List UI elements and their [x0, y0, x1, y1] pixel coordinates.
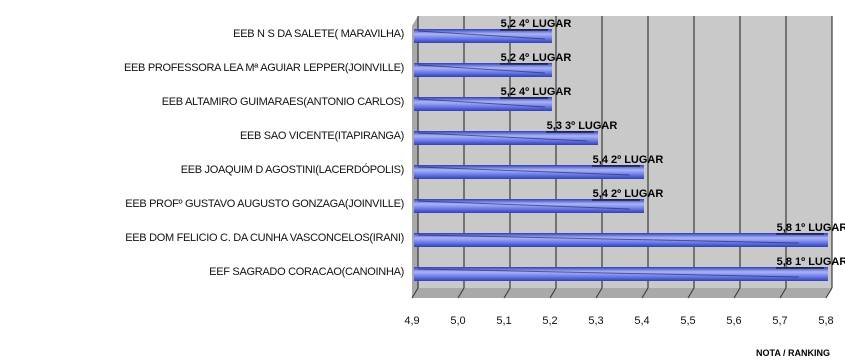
- x-tick-label: 5,5: [680, 315, 695, 327]
- data-labels: 5,2 4º LUGAR 5,2 4º LUGAR 5,2 4º LUGAR 5,3 …: [500, 18, 845, 269]
- category-label: EEB DOM FELICIO C. DA CUNHA VASCONCELOS(…: [125, 232, 404, 244]
- x-axis-title: NOTA / RANKING: [756, 348, 830, 358]
- plot-area: [418, 16, 832, 288]
- category-label: EEB PROFESSORA LEA Mª AGUIAR LEPPER(JOIN…: [124, 62, 404, 74]
- bar: [414, 267, 828, 281]
- bar-streak: [417, 200, 630, 210]
- category-label: EEF SAGRADO CORACAO(CANOINHA): [209, 266, 404, 278]
- bar-streak: [417, 268, 799, 278]
- tick-mark: [779, 287, 787, 299]
- x-tick-label: 5,4: [634, 315, 649, 327]
- x-tick-label: 5,8: [818, 315, 833, 327]
- bar-streak: [417, 166, 630, 176]
- tick-mark: [457, 287, 465, 299]
- tick-mark: [411, 287, 419, 299]
- tick-mark: [641, 287, 649, 299]
- bar: [414, 165, 644, 179]
- bar-streak: [417, 30, 545, 40]
- category-label: EEB PROFº GUSTAVO AUGUSTO GONZAGA(JOINVI…: [125, 198, 404, 210]
- bar: [414, 199, 644, 213]
- tick-mark: [687, 287, 695, 299]
- plot-side-wall: [412, 16, 418, 298]
- bar: [414, 131, 598, 145]
- category-labels: EEB N S DA SALETE( MARAVILHA) EEB PROFESS…: [124, 28, 404, 278]
- x-tick-label: 5,7: [772, 315, 787, 327]
- data-label: 5,8 1º LUGAR: [777, 256, 845, 268]
- x-tick-label: 4,9: [404, 315, 419, 327]
- category-label: EEB JOAQUIM D AGOSTINI(LACERDÓPOLIS): [181, 163, 404, 176]
- bar: [414, 63, 552, 77]
- x-tick-label: 5,6: [726, 315, 741, 327]
- tick-mark: [549, 287, 557, 299]
- bar: [414, 97, 552, 111]
- bar: [414, 29, 552, 43]
- tick-mark: [733, 287, 741, 299]
- x-tick-labels: 4,9 5,0 5,1 5,2 5,3 5,4 5,5 5,6 5,7 5,8: [404, 315, 833, 327]
- data-label: 5,4 2º LUGAR: [593, 154, 664, 166]
- bar-streak: [417, 98, 545, 108]
- bar-streak: [417, 132, 588, 142]
- data-label: 5,2 4º LUGAR: [501, 18, 572, 30]
- data-label: 5,2 4º LUGAR: [501, 86, 572, 98]
- x-tick-label: 5,2: [542, 315, 557, 327]
- bar-streak: [417, 64, 545, 74]
- category-label: EEB N S DA SALETE( MARAVILHA): [233, 28, 404, 40]
- x-tick-label: 5,3: [588, 315, 603, 327]
- bars: [414, 29, 828, 281]
- category-label: EEB SAO VICENTE(ITAPIRANGA): [240, 130, 404, 142]
- plot-floor: [412, 288, 832, 298]
- x-tick-label: 5,1: [496, 315, 511, 327]
- tick-mark: [503, 287, 511, 299]
- tick-mark: [595, 287, 603, 299]
- data-label: 5,8 1º LUGAR: [777, 222, 845, 234]
- bar: [414, 233, 828, 247]
- category-label: EEB ALTAMIRO GUIMARAES(ANTONIO CARLOS): [162, 96, 404, 108]
- bar-streak: [417, 234, 799, 244]
- data-label: 5,2 4º LUGAR: [501, 52, 572, 64]
- tick-mark: [825, 287, 833, 299]
- data-label: 5,3 3º LUGAR: [547, 120, 618, 132]
- data-label: 5,4 2º LUGAR: [593, 188, 664, 200]
- x-tick-label: 5,0: [450, 315, 465, 327]
